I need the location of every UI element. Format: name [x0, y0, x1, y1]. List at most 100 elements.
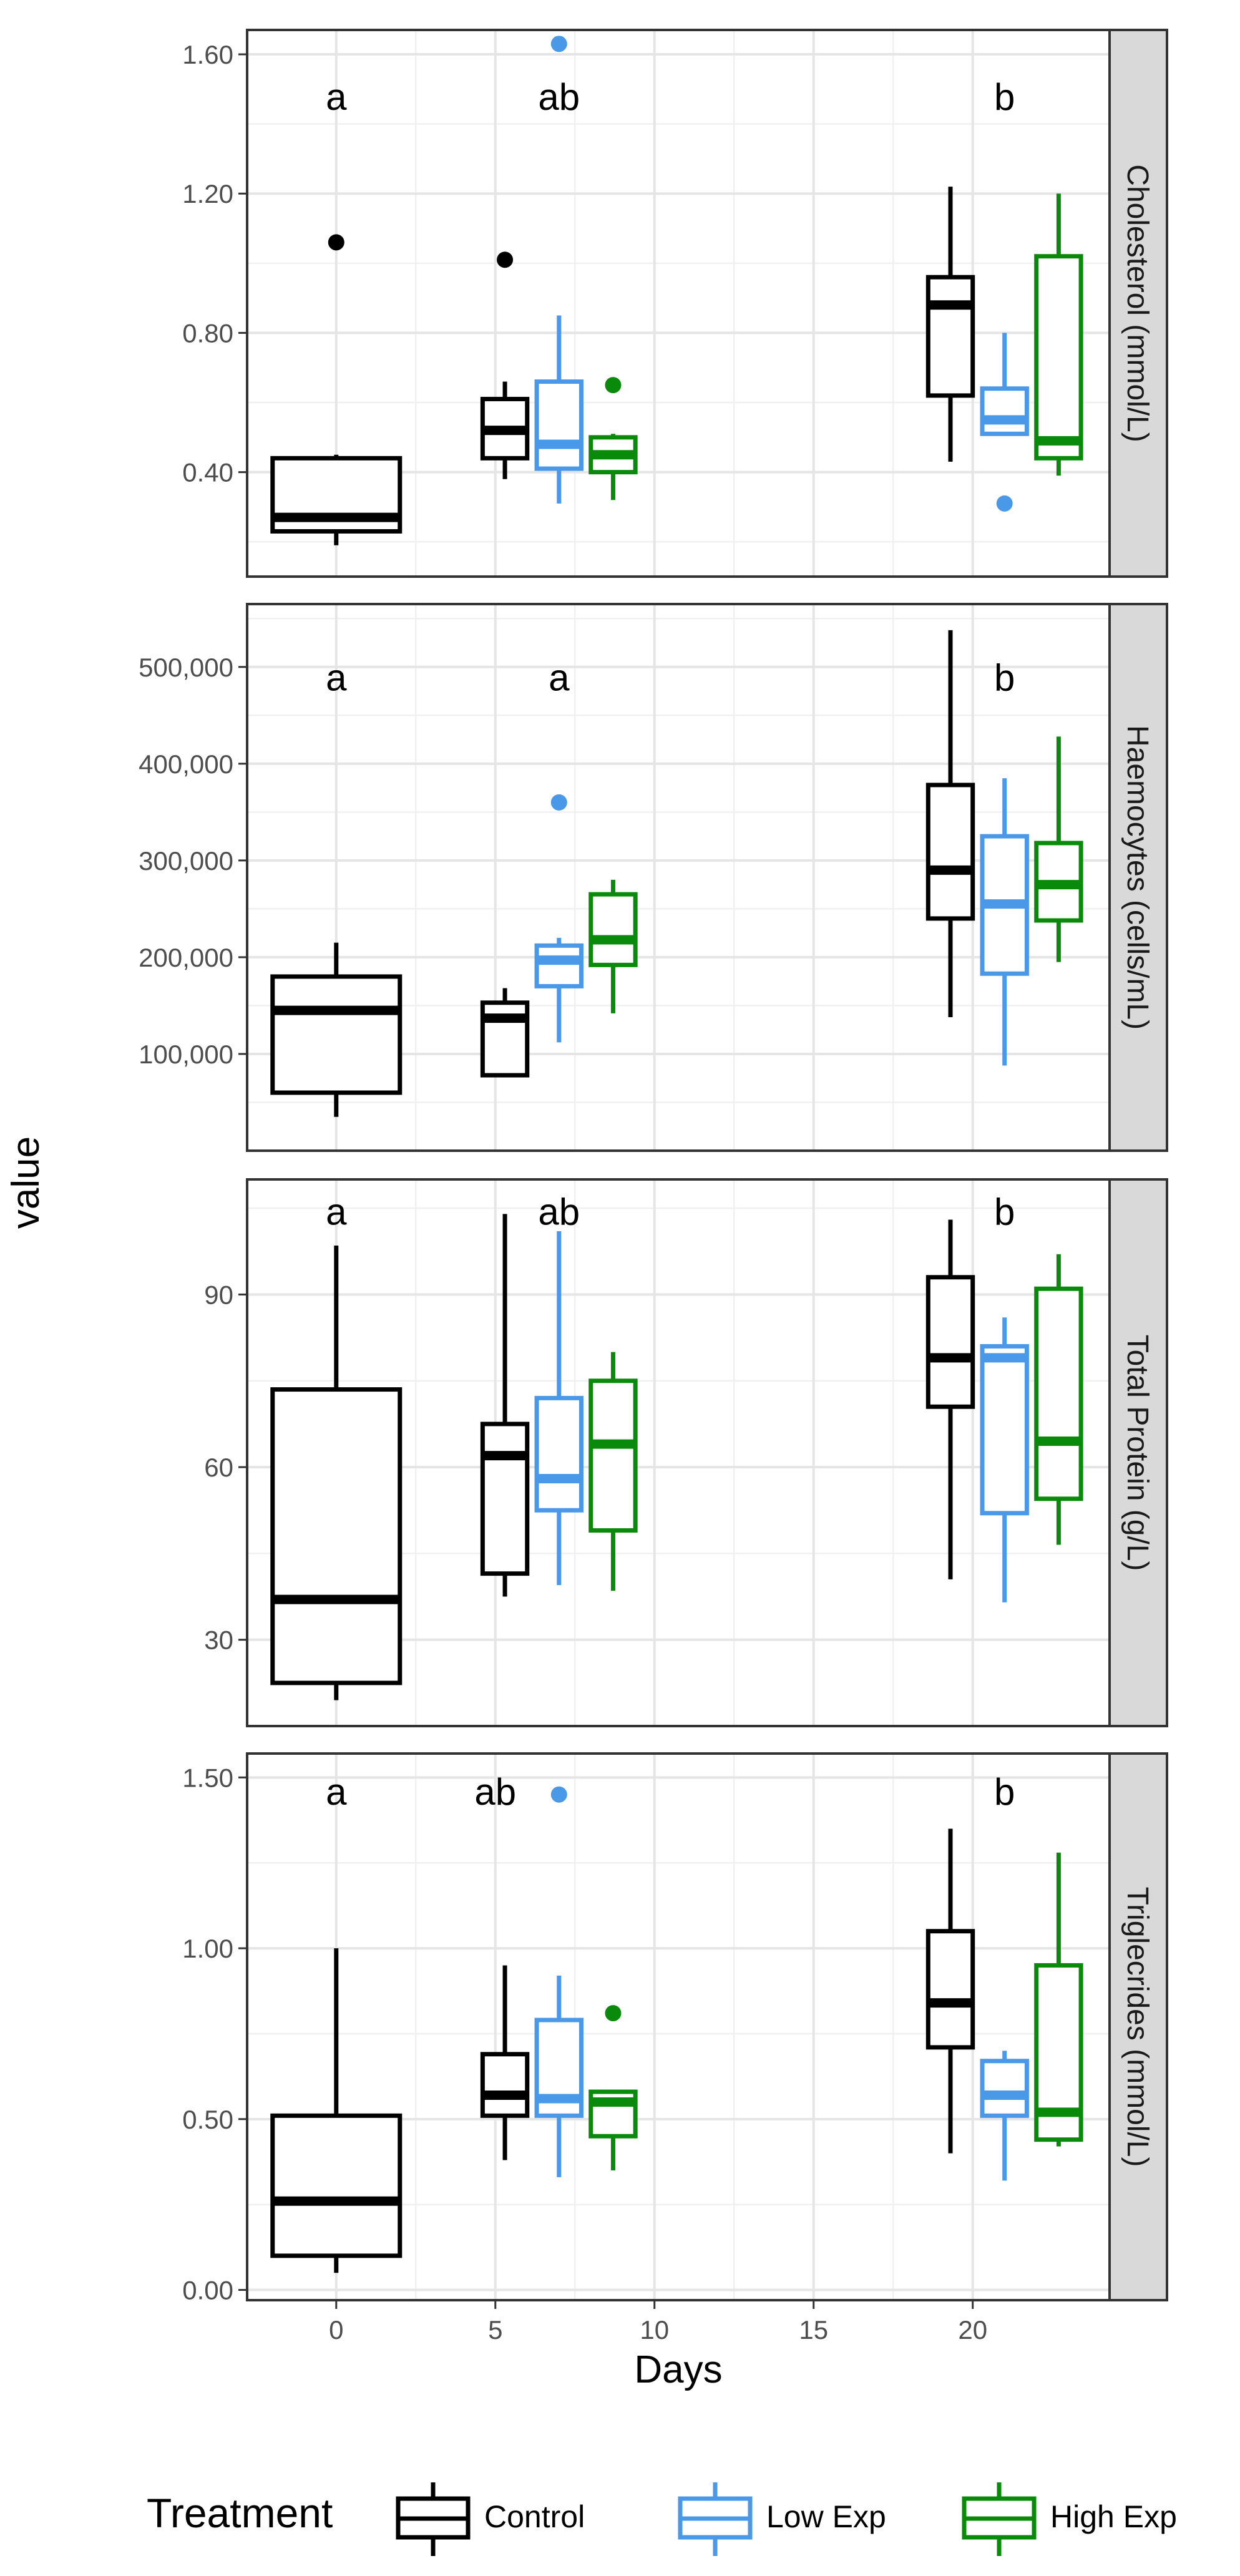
legend-item-high-exp: High Exp: [962, 2482, 1177, 2556]
box-high-exp: [588, 2005, 638, 2170]
box-iqr: [588, 1378, 638, 1533]
panel-4: 0.00 0.50 1.00 1.50 a ab b Triglecrides (mmol/L…: [182, 1752, 1168, 2305]
strip-label: Cholesterol (mmol/L): [1121, 164, 1154, 442]
box-control: [925, 1219, 975, 1579]
panel-1: 0.40 0.80 1.20 1.60 a ab b Cholesterol (mmol/L): [182, 29, 1168, 578]
box-iqr: [925, 1275, 975, 1409]
significance-label: ab: [474, 1771, 516, 1813]
box-control: [270, 234, 403, 545]
y-tick-label: 0.40: [182, 458, 233, 487]
x-axis: 0 5 10 15 20: [329, 2300, 987, 2344]
box-control: [480, 988, 530, 1078]
strip-background: [1108, 603, 1168, 1152]
box-low-exp: [534, 794, 583, 1043]
panel-3: 30 60 90 a ab b Total Protein (g/L): [204, 1178, 1168, 1727]
outlier-point: [497, 251, 514, 268]
y-tick-label: 1.00: [182, 1934, 233, 1963]
y-tick-label: 1.20: [182, 179, 233, 208]
strip-label: Triglecrides (mmol/L): [1121, 1887, 1154, 2167]
significance-label: b: [994, 1771, 1015, 1813]
y-axis-title: value: [4, 1136, 47, 1229]
box-iqr: [925, 783, 975, 921]
y-tick-label: 100,000: [139, 1040, 233, 1069]
box-control: [270, 1246, 403, 1700]
y-tick-label: 90: [204, 1280, 233, 1309]
y-tick-label: 1.50: [182, 1763, 233, 1792]
box-high-exp: [1034, 193, 1083, 476]
box-high-exp: [1034, 1254, 1083, 1545]
box-high-exp: [588, 377, 638, 500]
strip-label: Total Protein (g/L): [1121, 1335, 1154, 1571]
y-tick-label: 60: [204, 1453, 233, 1482]
significance-label: ab: [538, 1191, 580, 1233]
box-high-exp: [588, 879, 638, 1013]
box-low-exp: [980, 333, 1029, 512]
significance-label: a: [326, 76, 347, 118]
x-axis-title: Days: [634, 2348, 722, 2391]
box-high-exp: [1034, 1852, 1083, 2147]
box-iqr: [534, 379, 583, 471]
legend-item-control: Control: [396, 2482, 585, 2556]
significance-label: b: [994, 1191, 1015, 1233]
strip-label: Haemocytes (cells/mL): [1121, 725, 1154, 1030]
box-control: [270, 1948, 403, 2273]
legend-label: High Exp: [1050, 2499, 1177, 2534]
box-iqr: [270, 1387, 403, 1686]
box-low-exp: [534, 1786, 583, 2177]
box-iqr: [925, 275, 975, 398]
legend-label: Control: [484, 2499, 585, 2534]
box-control: [925, 187, 975, 462]
significance-label: ab: [538, 76, 580, 118]
box-iqr: [1034, 1286, 1083, 1501]
y-tick-label: 500,000: [139, 653, 233, 682]
outlier-point: [550, 36, 567, 52]
y-tick-label: 30: [204, 1626, 233, 1655]
panel-2: 100,000 200,000 300,000 400,000 500,000 a a b Ha…: [139, 603, 1168, 1152]
box-control: [925, 1828, 975, 2154]
box-low-exp: [534, 1231, 583, 1586]
box-iqr: [588, 892, 638, 967]
box-iqr: [534, 1395, 583, 1513]
outlier-point: [605, 377, 622, 394]
x-tick-label: 5: [488, 2315, 502, 2344]
y-tick-label: 0.80: [182, 318, 233, 348]
x-tick-label: 10: [640, 2315, 669, 2344]
outlier-point: [605, 2005, 622, 2022]
x-tick-label: 15: [799, 2315, 828, 2344]
significance-label: a: [326, 656, 347, 698]
box-iqr: [534, 943, 583, 988]
strip-background: [1108, 1178, 1168, 1727]
box-iqr: [270, 2113, 403, 2258]
box-iqr: [925, 1929, 975, 2050]
x-tick-label: 20: [958, 2315, 987, 2344]
legend-title: Treatment: [147, 2490, 333, 2536]
outlier-point: [550, 794, 567, 811]
y-tick-label: 200,000: [139, 943, 233, 972]
y-tick-label: 0.50: [182, 2105, 233, 2134]
box-control: [925, 630, 975, 1018]
strip-background: [1108, 29, 1168, 578]
box-iqr: [1034, 254, 1083, 461]
box-iqr: [480, 1422, 530, 1576]
outlier-point: [996, 495, 1013, 512]
x-tick-label: 0: [329, 2315, 343, 2344]
box-high-exp: [588, 1352, 638, 1591]
box-iqr: [980, 2059, 1029, 2118]
box-low-exp: [980, 2051, 1029, 2181]
legend-item-low-exp: Low Exp: [678, 2482, 886, 2556]
outlier-point: [328, 234, 344, 251]
box-control: [480, 1214, 530, 1597]
legend-label: Low Exp: [766, 2499, 886, 2534]
y-tick-label: 400,000: [139, 749, 233, 779]
y-tick-label: 1.60: [182, 40, 233, 69]
legend: Treatment Control Low Exp High Exp: [147, 2482, 1177, 2556]
box-control: [480, 1965, 530, 2160]
significance-label: a: [326, 1771, 347, 1813]
significance-label: a: [549, 656, 570, 698]
box-iqr: [270, 974, 403, 1095]
box-control: [270, 942, 403, 1117]
significance-label: b: [994, 656, 1015, 698]
box-low-exp: [534, 36, 583, 504]
